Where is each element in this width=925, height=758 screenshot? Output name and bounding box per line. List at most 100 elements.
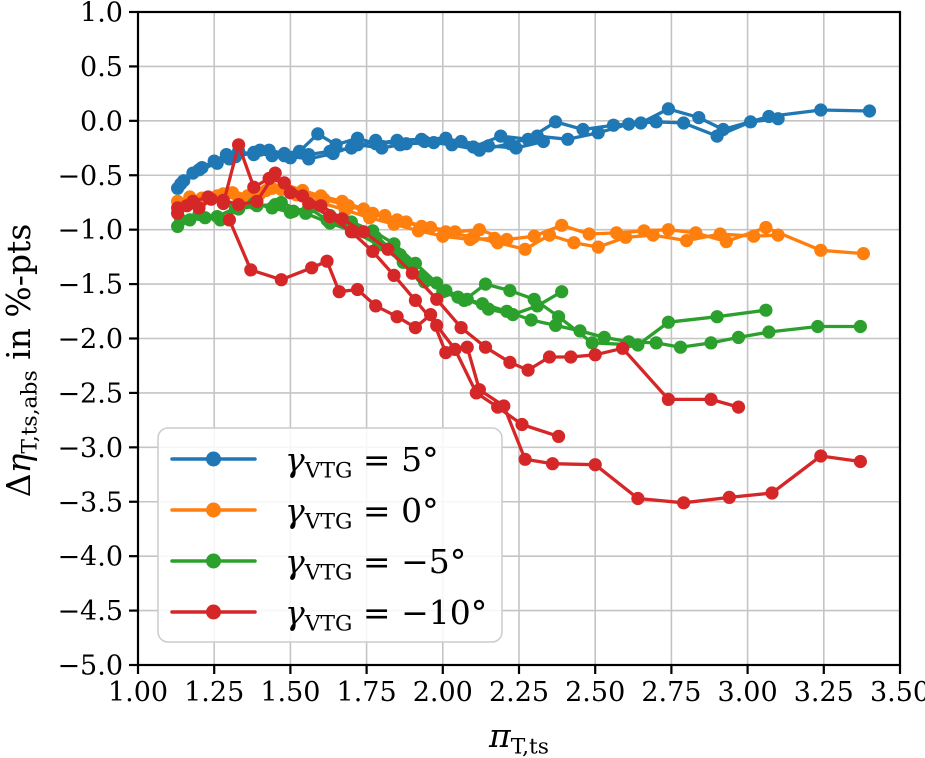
data-point	[411, 224, 425, 238]
data-point	[518, 452, 532, 466]
data-point	[274, 273, 288, 287]
data-point	[759, 303, 773, 317]
data-point	[481, 139, 496, 153]
data-point	[472, 383, 486, 397]
data-point	[530, 299, 544, 313]
data-point	[250, 194, 264, 208]
legend-item-gamma-0: γVTG = 0°	[170, 491, 439, 535]
data-point	[591, 126, 605, 140]
data-point	[454, 134, 468, 149]
series-gamma-minus-10	[171, 138, 868, 510]
data-point	[174, 177, 188, 191]
data-point	[661, 315, 676, 329]
data-point	[277, 176, 291, 190]
series-gamma-0	[171, 177, 871, 261]
data-point	[408, 321, 422, 335]
legend-item-gamma-plus-5: γVTG = 5°	[170, 440, 439, 484]
data-point	[357, 225, 371, 239]
data-point	[731, 330, 746, 344]
legend-label: γVTG = 0°	[285, 491, 439, 535]
data-point	[710, 129, 724, 143]
data-point	[311, 127, 325, 141]
data-point	[591, 240, 605, 254]
data-point	[689, 226, 703, 240]
data-point	[460, 292, 474, 306]
data-point	[405, 266, 419, 280]
data-point	[692, 111, 706, 125]
data-point	[222, 213, 236, 227]
data-point	[314, 199, 328, 213]
data-point	[283, 205, 297, 219]
y-axis-label: ΔηT,ts,abs in %-pts	[0, 224, 43, 498]
data-point	[387, 217, 401, 231]
legend: γVTG = 5° γVTG = 0° γVTG = −5° γVTG = −10°	[157, 427, 503, 643]
data-point	[606, 118, 621, 132]
y-tick-label: −1.0	[57, 215, 123, 246]
data-point	[369, 299, 383, 313]
data-point	[677, 116, 691, 130]
data-point	[277, 149, 291, 163]
data-point	[759, 220, 773, 235]
y-axis: 1.0 0.5 0.0 −0.5 −1.0 −1.5 −2.0 −2.5 −3.0 −3.5 −4.…	[57, 0, 138, 682]
data-point	[265, 149, 279, 163]
data-point	[549, 115, 563, 129]
data-point	[481, 302, 496, 316]
legend-label: γVTG = −10°	[285, 593, 487, 637]
data-point	[302, 196, 316, 211]
data-point	[631, 338, 645, 352]
data-point	[588, 458, 602, 472]
data-point	[616, 341, 630, 355]
data-point	[494, 129, 508, 143]
data-point	[192, 163, 206, 177]
data-point	[302, 152, 316, 166]
data-point	[680, 234, 694, 248]
data-point	[381, 242, 395, 256]
data-point	[710, 310, 724, 324]
data-point	[460, 340, 474, 354]
data-point	[268, 166, 282, 180]
x-tick-label: 2.50	[565, 677, 625, 708]
data-point	[399, 137, 413, 151]
y-tick-label: −2.0	[57, 324, 123, 355]
data-point	[350, 138, 365, 152]
data-point	[387, 268, 401, 282]
x-tick-label: 2.00	[413, 677, 473, 708]
data-point	[771, 112, 785, 126]
data-point	[518, 242, 532, 256]
legend-label: γVTG = −5°	[285, 542, 466, 586]
data-point	[634, 116, 648, 130]
data-point	[862, 104, 877, 118]
data-point	[454, 321, 468, 335]
data-point	[552, 429, 566, 443]
data-point	[704, 392, 718, 406]
x-axis-label: πT,ts	[488, 716, 549, 758]
data-point	[503, 284, 517, 298]
data-point	[515, 417, 529, 432]
data-point	[765, 486, 779, 500]
data-point	[731, 400, 746, 414]
x-tick-label: 1.00	[108, 677, 168, 708]
data-point	[527, 229, 541, 243]
data-point	[762, 325, 776, 339]
legend-label: γVTG = 5°	[285, 440, 439, 484]
data-point	[375, 141, 389, 155]
data-point	[561, 132, 575, 146]
y-tick-label: −1.5	[57, 270, 123, 301]
data-point	[744, 115, 758, 129]
x-tick-label: 1.25	[184, 677, 244, 708]
y-tick-label: 0.0	[80, 106, 123, 137]
data-point	[186, 194, 200, 208]
data-point	[649, 115, 663, 129]
x-tick-label: 3.00	[718, 677, 778, 708]
data-point	[390, 310, 404, 324]
data-point	[488, 231, 502, 245]
data-point	[646, 228, 660, 242]
y-tick-label: −4.0	[57, 542, 123, 573]
x-axis: 1.00 1.25 1.50 1.75 2.00 2.25 2.50 2.75 3.00 3.25…	[108, 665, 925, 708]
y-tick-label: −5.0	[57, 651, 123, 682]
data-point	[244, 263, 258, 277]
data-point	[542, 350, 557, 364]
data-point	[582, 227, 596, 241]
legend-item-gamma-minus-10: γVTG = −10°	[170, 593, 487, 637]
data-point	[305, 261, 319, 275]
